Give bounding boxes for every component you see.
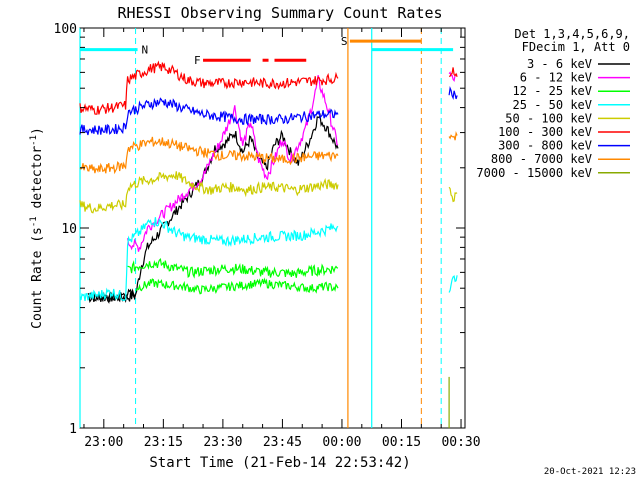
x-axis-label: Start Time (21-Feb-14 22:53:42) (149, 455, 410, 471)
series-800-7000-kev-segment-0 (448, 131, 458, 141)
legend-label-4: 50 - 100 keV (505, 111, 592, 125)
legend-label-2: 12 - 25 keV (513, 84, 592, 98)
legend-header-0: Det 1,3,4,5,6,9, (514, 27, 630, 41)
y-tick-label-2: 100 (54, 22, 77, 37)
time-markers (79, 28, 442, 428)
series-25-50-kev-line (79, 217, 339, 302)
y-tick-label-1: 10 (61, 222, 77, 237)
flag-label-f: F (194, 54, 201, 67)
legend-header-1: FDecim 1, Att 0 (522, 40, 630, 54)
y-axis-label-sup1: -1 (29, 216, 39, 227)
timestamp: 20-Oct-2021 12:23 (544, 467, 636, 477)
series-12-25-kev-line (127, 257, 339, 279)
legend-label-5: 100 - 300 keV (498, 125, 592, 139)
plot-area: N F S 23:00 23:15 23:30 23:45 00:00 00:15 00:30 1… (54, 22, 481, 450)
series-100-300-kev-segment-0 (448, 67, 458, 78)
series-50-100-kev-line (79, 171, 339, 214)
series-lines (79, 60, 458, 429)
axis-ticks: 23:00 23:15 23:30 23:45 00:00 00:15 00:30 1 10 10… (54, 22, 481, 450)
y-tick-label-0: 1 (69, 422, 77, 437)
x-tick-label-6: 00:30 (441, 435, 480, 450)
series-800-7000-kev-line (79, 136, 339, 175)
x-tick-label-1: 23:15 (144, 435, 183, 450)
flag-label-s: S (341, 35, 348, 48)
y-axis-label-main: Count Rate (s (30, 227, 45, 329)
series-12-25-kev-segment-0 (135, 277, 339, 295)
y-axis-label-mid: detector (30, 146, 45, 217)
x-tick-label-3: 23:45 (263, 435, 302, 450)
x-tick-label-4: 00:00 (322, 435, 361, 450)
y-axis-label-end: ) (30, 127, 45, 135)
flag-label-n: N (142, 44, 149, 57)
legend-label-0: 3 - 6 keV (527, 57, 592, 71)
series-300-800-kev-line (79, 97, 339, 136)
series-50-100-kev-segment-0 (448, 186, 458, 203)
legend-label-8: 7000 - 15000 keV (476, 166, 592, 180)
y-axis-label-sup2: -1 (29, 135, 39, 146)
series-100-300-kev-line (79, 60, 339, 115)
legend-label-3: 25 - 50 keV (513, 98, 592, 112)
legend-label-6: 300 - 800 keV (498, 139, 592, 153)
x-tick-label-5: 00:15 (382, 435, 421, 450)
flag-bars: N F S (80, 35, 454, 67)
series-300-800-kev-segment-0 (448, 85, 458, 101)
chart-title: RHESSI Observing Summary Count Rates (117, 4, 442, 22)
legend-label-1: 6 - 12 keV (520, 71, 592, 85)
x-tick-label-2: 23:30 (203, 435, 242, 450)
series-25-50-kev-segment-0 (448, 275, 458, 293)
legend: Det 1,3,4,5,6,9,FDecim 1, Att 0 3 - 6 keV… (476, 27, 630, 180)
x-tick-label-0: 23:00 (84, 435, 123, 450)
y-axis-label: Count Rate (s-1 detector-1) (29, 127, 45, 329)
legend-label-7: 800 - 7000 keV (491, 152, 592, 166)
